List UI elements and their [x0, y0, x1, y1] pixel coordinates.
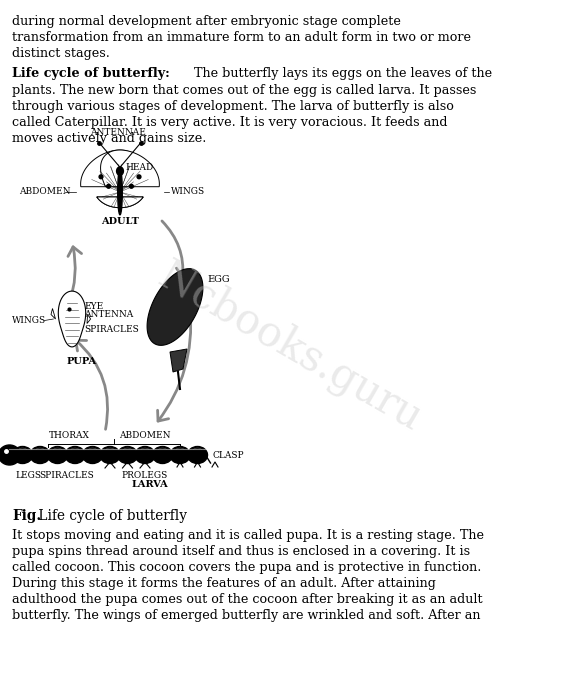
Text: The butterfly lays its eggs on the leaves of the: The butterfly lays its eggs on the leave…	[194, 67, 492, 80]
Text: Fig.: Fig.	[12, 509, 41, 523]
Text: during normal development after embryonic stage complete
transformation from an : during normal development after embryoni…	[12, 15, 471, 60]
Ellipse shape	[47, 447, 67, 464]
Text: LEGS: LEGS	[15, 471, 41, 480]
Text: WINGS: WINGS	[171, 187, 205, 197]
Polygon shape	[100, 150, 159, 187]
Ellipse shape	[107, 185, 111, 188]
Text: WINGS: WINGS	[11, 316, 46, 325]
Text: It stops moving and eating and it is called pupa. It is a resting stage. The
pup: It stops moving and eating and it is cal…	[12, 529, 484, 622]
Text: ANTENNAE: ANTENNAE	[90, 128, 146, 137]
Ellipse shape	[116, 167, 123, 175]
Text: ABDOMEN: ABDOMEN	[119, 431, 170, 440]
Text: PROLEGS: PROLEGS	[122, 471, 168, 480]
Polygon shape	[58, 291, 86, 347]
Text: ANTENNA: ANTENNA	[84, 310, 133, 319]
Ellipse shape	[100, 447, 120, 464]
Polygon shape	[97, 197, 143, 208]
Ellipse shape	[152, 447, 172, 464]
Ellipse shape	[118, 447, 138, 464]
Ellipse shape	[130, 185, 133, 188]
Ellipse shape	[13, 447, 33, 464]
Ellipse shape	[170, 447, 190, 464]
Polygon shape	[51, 309, 55, 319]
Ellipse shape	[65, 447, 85, 464]
Polygon shape	[81, 150, 139, 187]
Text: EGG: EGG	[207, 275, 230, 284]
Ellipse shape	[99, 175, 103, 178]
Ellipse shape	[0, 445, 21, 465]
Text: LARVA: LARVA	[132, 480, 168, 489]
Polygon shape	[97, 197, 143, 208]
Ellipse shape	[187, 447, 207, 464]
Ellipse shape	[135, 447, 155, 464]
Text: EYE: EYE	[84, 302, 103, 311]
Text: Life cycle of butterfly: Life cycle of butterfly	[34, 509, 187, 523]
Text: Ncbooks.guru: Ncbooks.guru	[151, 254, 429, 440]
Ellipse shape	[118, 169, 122, 215]
Ellipse shape	[30, 447, 50, 464]
Text: PUPA: PUPA	[67, 356, 97, 365]
Ellipse shape	[137, 175, 141, 178]
Text: SPIRACLES: SPIRACLES	[84, 325, 139, 334]
Text: Life cycle of butterfly:: Life cycle of butterfly:	[12, 67, 170, 80]
Text: HEAD: HEAD	[125, 163, 153, 171]
Polygon shape	[87, 314, 91, 323]
Text: plants. The new born that comes out of the egg is called larva. It passes
throug: plants. The new born that comes out of t…	[12, 84, 476, 144]
Text: CLASP: CLASP	[212, 450, 244, 459]
Polygon shape	[170, 349, 187, 372]
Text: SPIRACLES: SPIRACLES	[39, 471, 94, 480]
Polygon shape	[147, 268, 203, 345]
Ellipse shape	[82, 447, 103, 464]
Text: ADULT: ADULT	[101, 217, 139, 226]
Text: ABDOMEN: ABDOMEN	[19, 187, 70, 197]
Text: THORAX: THORAX	[49, 431, 90, 440]
